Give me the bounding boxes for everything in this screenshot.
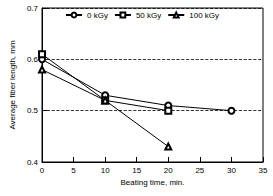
- svg-text:0.7: 0.7: [27, 4, 39, 13]
- svg-text:10: 10: [101, 166, 110, 175]
- svg-text:50 kGy: 50 kGy: [136, 11, 161, 20]
- svg-text:15: 15: [132, 166, 141, 175]
- svg-text:30: 30: [227, 166, 236, 175]
- svg-text:0.4: 0.4: [27, 158, 39, 167]
- svg-text:35: 35: [259, 166, 268, 175]
- svg-text:20: 20: [164, 166, 173, 175]
- svg-text:100 kGy: 100 kGy: [189, 11, 219, 20]
- svg-text:0: 0: [40, 166, 45, 175]
- svg-text:0.5: 0.5: [27, 106, 39, 115]
- svg-text:25: 25: [195, 166, 204, 175]
- svg-text:Beating time, min.: Beating time, min.: [120, 178, 184, 187]
- svg-text:0.6: 0.6: [27, 55, 39, 64]
- svg-text:Average fiber length, mm: Average fiber length, mm: [8, 40, 17, 130]
- svg-text:0 kGy: 0 kGy: [87, 11, 108, 20]
- svg-text:5: 5: [71, 166, 76, 175]
